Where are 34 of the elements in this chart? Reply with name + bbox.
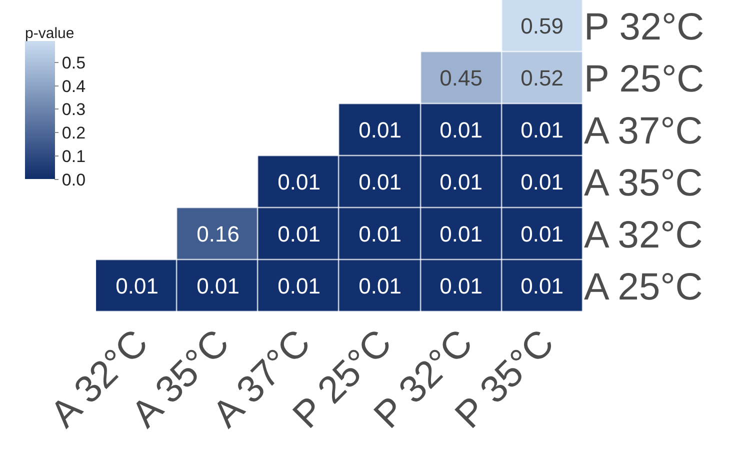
data-label: 0.01 <box>358 222 402 247</box>
data-label: 0.01 <box>520 222 564 247</box>
color-bar-label: 0.2 <box>62 124 86 143</box>
data-label: 0.59 <box>520 14 564 39</box>
y-tick-label: A 37°C <box>584 110 703 152</box>
data-label: 0.01 <box>278 222 320 247</box>
data-label: 0.01 <box>520 274 564 299</box>
data-label: 0.01 <box>116 274 158 299</box>
data-label: 0.16 <box>196 222 240 247</box>
y-tick-label: A 32°C <box>584 214 703 256</box>
y-tick-label: A 25°C <box>584 266 703 308</box>
data-label: 0.01 <box>358 118 402 143</box>
data-label: 0.01 <box>358 274 402 299</box>
data-label: 0.01 <box>520 170 564 195</box>
color-bar-label: 0.5 <box>62 53 86 72</box>
data-label: 0.45 <box>440 66 482 91</box>
data-label: 0.01 <box>278 170 320 195</box>
data-label: 0.01 <box>440 170 482 195</box>
color-bar-label: 0.1 <box>62 146 86 166</box>
color-bar-label: 0.0 <box>62 170 86 190</box>
color-bar-label: 0.4 <box>62 76 86 96</box>
data-label: 0.01 <box>440 274 482 299</box>
data-label: 0.01 <box>520 118 564 143</box>
y-tick-label: P 32°C <box>584 6 704 48</box>
data-label: 0.01 <box>358 170 402 195</box>
data-label: 0.52 <box>520 66 564 91</box>
y-tick-label: A 35°C <box>584 162 703 204</box>
data-label: 0.01 <box>440 118 482 143</box>
data-label: 0.01 <box>440 222 482 247</box>
data-label: 0.01 <box>278 274 320 299</box>
y-tick-label: P 25°C <box>584 58 704 100</box>
color-bar-title: p-value <box>25 25 74 42</box>
data-label: 0.01 <box>196 274 240 299</box>
color-bar-label: 0.3 <box>62 100 86 120</box>
